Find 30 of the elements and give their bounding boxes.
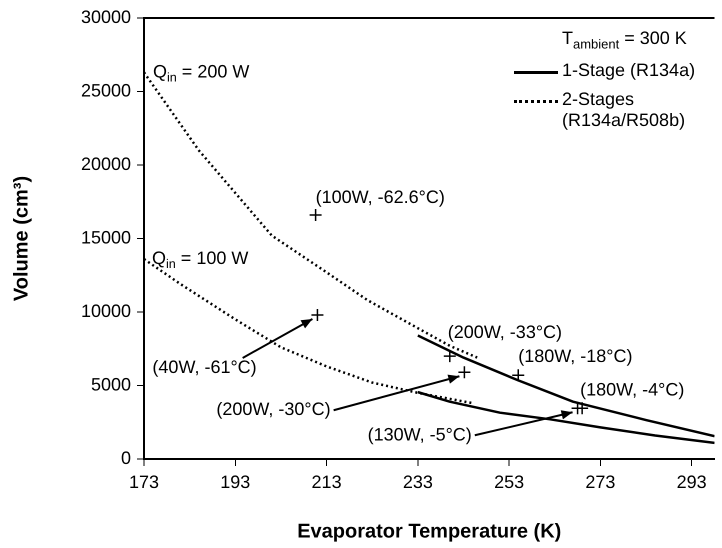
point [458, 366, 472, 380]
point [308, 208, 322, 222]
annotation: (130W, -5°C) [368, 424, 472, 444]
y-tick-label: 5000 [90, 374, 131, 394]
y-axis-title: Volume (cm³) [10, 176, 33, 302]
x-tick-label: 293 [676, 472, 707, 492]
x-axis-title: Evaporator Temperature (K) [297, 520, 562, 543]
annotation: (180W, -18°C) [518, 346, 632, 366]
y-tick-label: 0 [120, 448, 131, 468]
x-tick-label: 213 [312, 472, 342, 492]
x-tick-label: 193 [220, 472, 250, 492]
x-tick-label: 273 [585, 472, 616, 492]
point [310, 308, 324, 322]
legend-label: 2-Stages (R134a/R508b) [562, 88, 686, 131]
point [512, 368, 525, 382]
legend-title: T$_{ambient}$ = 300 K [562, 28, 687, 52]
y-tick-label: 25000 [80, 80, 131, 100]
annotation: (40W, -61°C) [152, 356, 257, 377]
legend-label: 1-Stage (R134a) [562, 60, 696, 81]
annotation: (200W, -33°C) [448, 322, 562, 342]
y-tick-label: 30000 [80, 6, 131, 27]
annotation: (180W, -4°C) [580, 379, 684, 400]
x-tick-label: 173 [128, 472, 160, 492]
annotation: (100W, -62.6°C) [316, 186, 445, 207]
y-tick-label: 10000 [80, 300, 131, 321]
x-tick-label: 233 [402, 472, 433, 492]
y-tick-label: 20000 [80, 154, 131, 174]
y-tick-label: 15000 [80, 227, 131, 248]
x-tick-label: 253 [494, 472, 524, 492]
annotation: (200W, -30°C) [216, 399, 331, 420]
